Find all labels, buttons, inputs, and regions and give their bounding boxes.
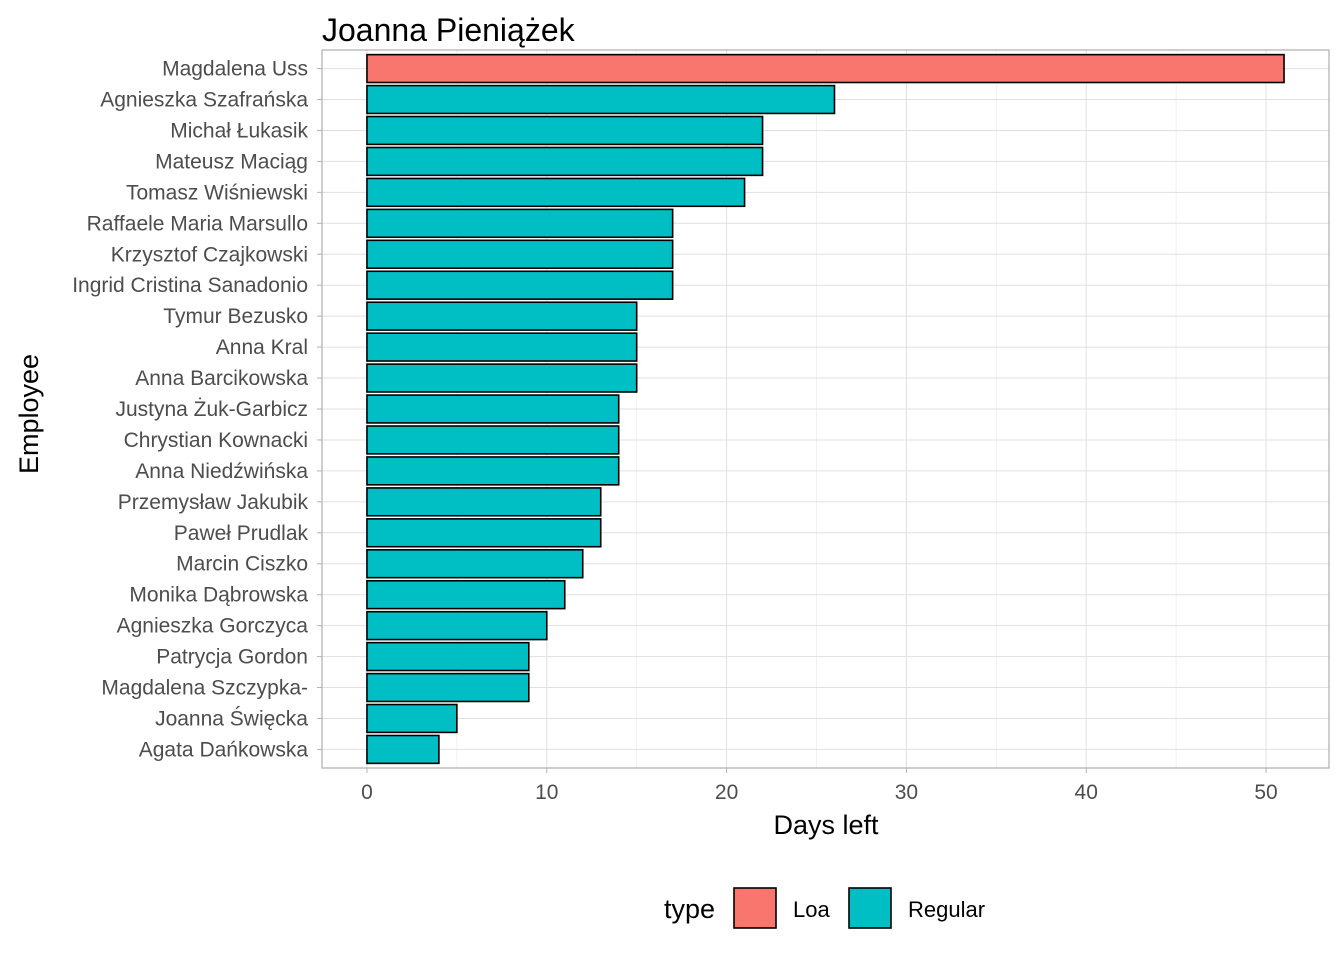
plot-panel (321, 49, 1330, 769)
bar (366, 518, 602, 548)
y-tick-label: Tomasz Wiśniewski (126, 181, 308, 204)
bar (366, 363, 638, 393)
y-tick-label: Marcin Ciszko (176, 553, 308, 576)
legend-title: type (664, 894, 715, 924)
bar (366, 301, 638, 331)
bar (366, 549, 584, 579)
legend-key-loa (733, 887, 777, 929)
chart-title: Joanna Pieniążek (322, 12, 576, 48)
bar (366, 456, 620, 486)
bar (366, 115, 764, 146)
bar (366, 84, 836, 115)
bar (366, 332, 638, 362)
legend: type Loa Regular (664, 887, 985, 929)
bar (366, 53, 1285, 84)
x-tick-label: 30 (895, 781, 918, 804)
x-tick-label: 40 (1075, 781, 1098, 804)
y-tick-label: Magdalena Szczypka- (101, 677, 308, 700)
bar (366, 487, 602, 517)
y-tick-label: Anna Barcikowska (135, 367, 308, 390)
x-axis-tick-labels: 0 10 20 30 40 50 (361, 768, 1278, 804)
bar (366, 703, 458, 734)
legend-key-regular (848, 887, 892, 929)
y-tick-label: Agnieszka Gorczyca (117, 615, 309, 638)
bar (366, 425, 620, 455)
y-axis-tick-labels: Magdalena Uss Agnieszka Szafrańska Michał … (72, 58, 322, 761)
x-tick-label: 10 (535, 781, 558, 804)
bars (366, 53, 1285, 765)
bar (366, 270, 674, 300)
bar (366, 734, 440, 765)
y-tick-label: Michał Łukasik (170, 119, 308, 142)
y-tick-label: Joanna Święcka (155, 706, 308, 730)
y-tick-label: Raffaele Maria Marsullo (87, 212, 308, 235)
legend-label-regular: Regular (908, 897, 985, 922)
y-tick-label: Mateusz Maciąg (155, 150, 308, 173)
y-tick-label: Anna Niedźwińska (135, 460, 308, 483)
y-tick-label: Przemysław Jakubik (118, 491, 309, 514)
bar (366, 641, 530, 672)
y-tick-label: Monika Dąbrowska (129, 584, 308, 607)
bar (366, 672, 530, 703)
y-axis-title: Employee (14, 354, 44, 474)
bar (366, 208, 674, 239)
y-tick-label: Agnieszka Szafrańska (100, 89, 308, 112)
bar (366, 579, 566, 610)
bar (366, 146, 764, 177)
y-tick-label: Tymur Bezusko (163, 305, 308, 328)
y-tick-label: Chrystian Kownacki (124, 429, 308, 452)
y-tick-label: Justyna Żuk-Garbicz (115, 398, 308, 421)
y-tick-label: Anna Kral (216, 336, 308, 359)
y-tick-label: Paweł Prudlak (174, 522, 309, 545)
legend-label-loa: Loa (793, 897, 830, 922)
x-axis-title: Days left (773, 810, 879, 840)
y-tick-label: Agata Dańkowska (139, 738, 309, 761)
x-tick-label: 20 (715, 781, 738, 804)
bar (366, 239, 674, 269)
y-tick-label: Ingrid Cristina Sanadonio (72, 274, 308, 297)
grid-lines (322, 50, 1329, 768)
bar (366, 394, 620, 424)
bar (366, 177, 746, 208)
y-tick-label: Magdalena Uss (162, 58, 308, 81)
bar (366, 610, 548, 641)
y-tick-label: Patrycja Gordon (156, 646, 308, 669)
y-tick-label: Krzysztof Czajkowski (111, 243, 308, 266)
x-tick-label: 0 (361, 781, 373, 804)
x-tick-label: 50 (1254, 781, 1277, 804)
